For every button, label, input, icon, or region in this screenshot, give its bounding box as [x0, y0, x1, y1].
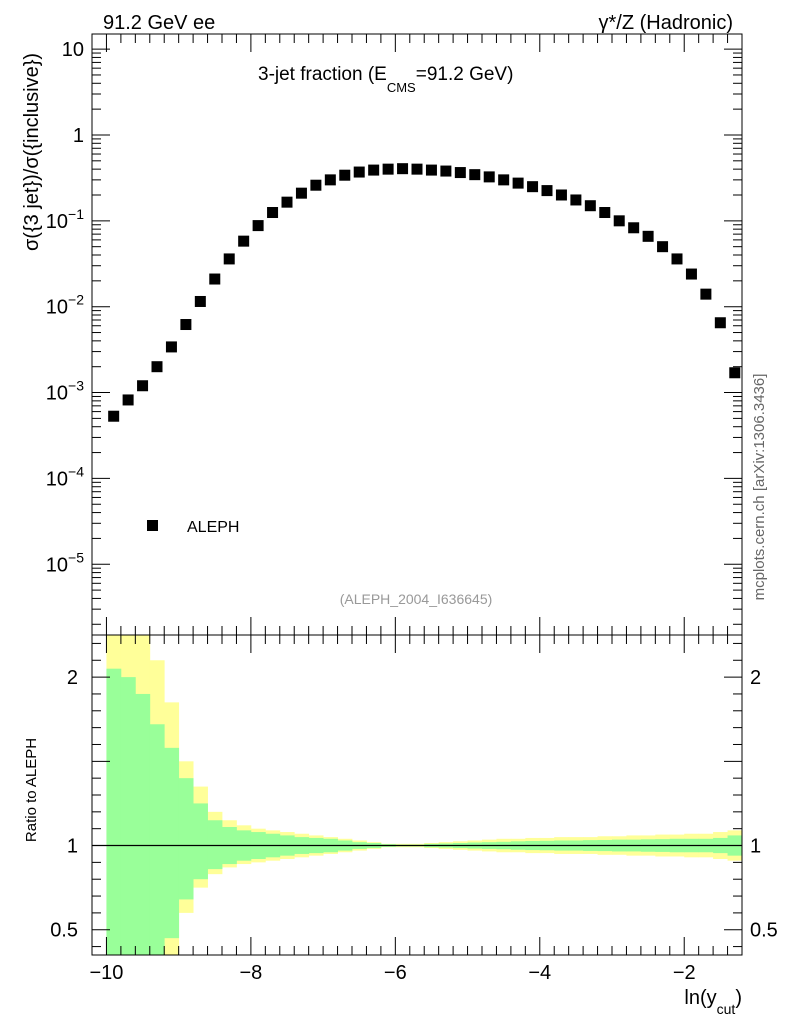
- data-point: [382, 163, 394, 175]
- data-point: [165, 341, 177, 353]
- data-point: [483, 171, 495, 183]
- ratio-band-stat-bin: [135, 693, 151, 955]
- main-title: 3-jet fraction (ECMS=91.2 GeV): [258, 64, 513, 95]
- ratio-band-stat-bin: [164, 747, 180, 939]
- ratio-y-tick-label-right: 2: [750, 667, 761, 689]
- ratio-panel-frame: [91, 634, 743, 956]
- x-tick-label: −2: [673, 962, 696, 984]
- data-point: [180, 319, 192, 331]
- ratio-band-stat-bin: [193, 803, 208, 880]
- data-point: [108, 410, 120, 422]
- data-point: [613, 215, 625, 227]
- x-tick-label: −4: [528, 962, 551, 984]
- header-left-label: 91.2 GeV ee: [103, 12, 215, 34]
- data-point: [570, 194, 582, 206]
- data-point: [151, 361, 163, 373]
- ratio-xlabel-sub: cut: [717, 1001, 736, 1017]
- data-point: [729, 367, 741, 379]
- data-point: [454, 167, 466, 179]
- ratio-xlabel-main: ln(y: [684, 987, 716, 1009]
- data-point: [411, 163, 423, 175]
- data-point: [584, 200, 596, 212]
- data-point: [368, 164, 380, 176]
- main-y-tick-label: 10−2: [46, 292, 84, 319]
- data-point: [122, 394, 134, 406]
- data-point: [685, 268, 697, 280]
- data-point: [642, 230, 654, 242]
- ratio-y-tick-label-right: 0.5: [750, 920, 778, 942]
- x-tick-label: −8: [239, 962, 262, 984]
- data-point: [339, 169, 351, 181]
- data-point: [628, 222, 640, 234]
- main-panel-frame: [91, 33, 743, 636]
- ratio-y-tick-label-left: 1: [67, 836, 78, 858]
- data-point: [671, 253, 683, 265]
- side-label: mcplots.cern.ch [arXiv:1306.3436]: [751, 374, 768, 601]
- data-point: [137, 380, 149, 392]
- data-point: [267, 207, 279, 219]
- data-point: [440, 165, 452, 177]
- data-point: [541, 185, 553, 197]
- data-point: [209, 273, 221, 285]
- data-point: [527, 181, 539, 193]
- analysis-annotation: (ALEPH_2004_I636645): [340, 591, 493, 607]
- ratio-band-stat-bin: [120, 677, 136, 955]
- data-point: [295, 187, 307, 199]
- data-point: [397, 163, 409, 175]
- data-point: [512, 177, 524, 189]
- data-point: [252, 220, 264, 232]
- header-right-label: γ*/Z (Hadronic): [599, 12, 733, 34]
- data-point: [425, 164, 437, 176]
- ratio-band-stat-bin: [207, 820, 223, 870]
- ratio-band-stat-bin: [106, 668, 122, 955]
- data-point: [281, 196, 293, 208]
- ratio-band-stat-bin: [149, 724, 165, 955]
- main-y-tick-label: 10−3: [46, 378, 84, 405]
- main-ylabel: σ({3 jet})/σ({inclusive}): [21, 53, 43, 251]
- data-point: [353, 166, 365, 178]
- data-point: [223, 253, 235, 265]
- data-point: [194, 295, 206, 307]
- ratio-y-tick-label-left: 2: [67, 667, 78, 689]
- main-title-main: 3-jet fraction (E: [258, 64, 387, 85]
- main-y-tick-label: 10−1: [46, 206, 84, 233]
- tick-labels-group: 10 1 10−1 10−2 10−3 10−4 10−5 2 2 1 1 0.5 0.5 −10 −8 −6…: [46, 39, 778, 984]
- data-point: [469, 169, 481, 181]
- main-y-tick-label: 10: [62, 39, 84, 61]
- legend-label: ALEPH: [187, 519, 239, 536]
- main-y-tick-label: 10−4: [46, 463, 84, 490]
- data-point: [599, 207, 611, 219]
- x-tick-label: −6: [384, 962, 407, 984]
- ratio-xlabel: ln(ycut): [684, 987, 742, 1017]
- data-point: [310, 179, 322, 191]
- data-point: [498, 174, 510, 186]
- main-title-tail: =91.2 GeV): [416, 64, 514, 85]
- data-point: [657, 241, 669, 253]
- ratio-y-tick-label-left: 0.5: [50, 920, 78, 942]
- data-point: [714, 317, 726, 329]
- ratio-xlabel-tail: ): [735, 987, 742, 1009]
- ratio-ylabel: Ratio to ALEPH: [23, 738, 40, 842]
- main-title-sub: CMS: [387, 80, 416, 95]
- data-point: [238, 235, 250, 247]
- data-point: [324, 174, 336, 186]
- ticks-group: [92, 34, 743, 955]
- main-y-tick-label: 10−5: [46, 549, 84, 576]
- ratio-bands-group: [106, 635, 743, 955]
- ratio-y-tick-label-right: 1: [750, 836, 761, 858]
- legend-marker: [147, 520, 158, 531]
- ratio-band-stat-bin: [178, 778, 194, 900]
- data-point: [555, 189, 567, 201]
- main-y-tick-label: 1: [73, 125, 84, 147]
- data-point: [700, 288, 712, 300]
- main-points-group: [108, 163, 741, 422]
- x-tick-label: −10: [89, 962, 123, 984]
